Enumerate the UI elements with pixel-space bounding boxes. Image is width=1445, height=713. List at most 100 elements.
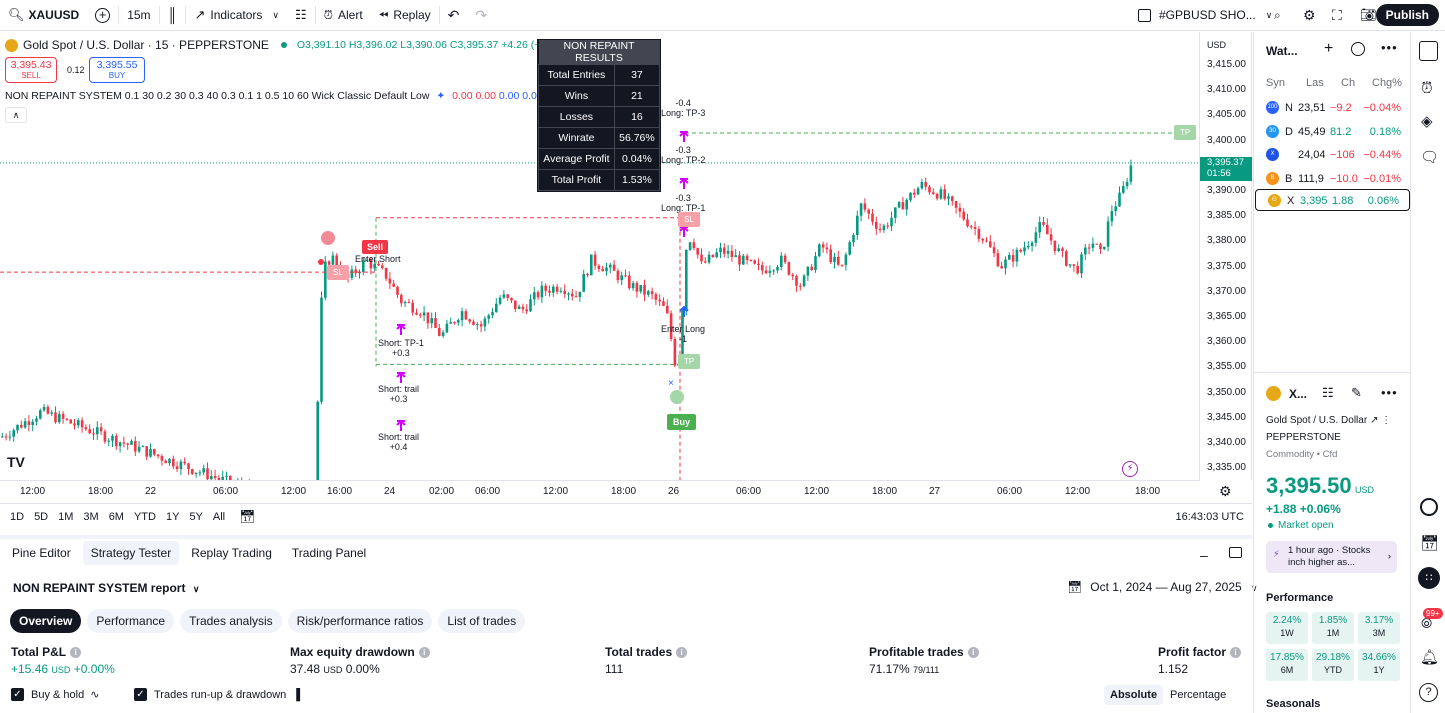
watchlist-row[interactable]: X 24,04 −106 −0.44% <box>1254 144 1411 166</box>
performance-cell[interactable]: 3.17% 3M <box>1358 612 1400 644</box>
tab-trading-panel[interactable]: Trading Panel <box>291 546 367 560</box>
checkbox-checked-icon[interactable]: ✓ <box>134 688 147 701</box>
apps-icon[interactable]: ∷ <box>1418 567 1440 589</box>
more-icon[interactable]: ••• <box>1381 385 1398 400</box>
watchlist-row[interactable]: G X 3,395 1.88 0.06% <box>1255 189 1410 211</box>
tab-performance[interactable]: Performance <box>87 609 175 633</box>
replay-button[interactable]: ⏪︎ Replay <box>371 0 439 31</box>
tab-trades-analysis[interactable]: Trades analysis <box>180 609 282 633</box>
snapshot-button[interactable]: 📷︎ <box>1352 0 1385 31</box>
undo-button[interactable]: ↶ <box>440 0 468 31</box>
chart-type-button[interactable]: ║ <box>160 0 186 31</box>
layers-icon[interactable]: ◈ <box>1421 113 1433 130</box>
more-icon[interactable]: ••• <box>1381 40 1398 55</box>
performance-cell[interactable]: 17.85% 6M <box>1266 649 1308 681</box>
minimize-panel-button[interactable]: – <box>1200 547 1208 563</box>
help-icon[interactable]: ? <box>1419 683 1438 702</box>
performance-cell[interactable]: 2.24% 1W <box>1266 612 1308 644</box>
layout-select[interactable]: #GPBUSD SHO... ∨ <box>1130 0 1280 31</box>
range-5d[interactable]: 5D <box>34 511 49 523</box>
runup-toggle[interactable]: ✓ Trades run-up & drawdown ▐ <box>134 688 300 701</box>
performance-cell[interactable]: 29.18% YTD <box>1312 649 1354 681</box>
tab-replay-trading[interactable]: Replay Trading <box>191 546 272 560</box>
range-1y[interactable]: 1Y <box>165 511 180 523</box>
indicators-button[interactable]: ↗ Indicators ∨ <box>186 0 287 31</box>
tab-list-of-trades[interactable]: List of trades <box>438 609 526 633</box>
candle-body <box>1106 221 1110 247</box>
broadcast-icon[interactable]: ⦾ <box>1421 615 1433 631</box>
news-card[interactable]: ⚡︎ 1 hour ago · Stocks inch higher as...… <box>1266 541 1397 573</box>
percentage-toggle[interactable]: Percentage <box>1170 689 1227 701</box>
lightning-icon[interactable]: ⚡︎ <box>1122 461 1138 477</box>
watchlist-layout-icon[interactable] <box>1351 42 1365 56</box>
interval-button[interactable]: 15m <box>127 8 151 22</box>
watchlist-icon[interactable] <box>1419 41 1438 61</box>
indicator-legend[interactable]: NON REPAINT SYSTEM 0.1 30 0.2 30 0.3 40 … <box>5 90 543 102</box>
checkbox-checked-icon[interactable]: ✓ <box>11 688 24 701</box>
info-icon[interactable]: i <box>418 647 430 659</box>
tab-overview[interactable]: Overview <box>10 609 82 633</box>
range-5y[interactable]: 5Y <box>189 511 203 523</box>
range-all[interactable]: All <box>212 511 226 523</box>
watch-change: −10.0 <box>1330 172 1358 185</box>
target-icon[interactable] <box>1420 498 1438 516</box>
info-icon[interactable]: i <box>967 647 979 659</box>
candle-body <box>457 320 460 323</box>
chat-icon[interactable]: 🗨︎ <box>1420 149 1440 166</box>
performance-cell[interactable]: 1.85% 1M <box>1312 612 1354 644</box>
chart-pane[interactable]: × Gold Spot / U.S. Dollar · 15 · PEPPERS… <box>0 32 1200 480</box>
publish-button[interactable]: Publish <box>1375 4 1439 26</box>
range-ytd[interactable]: YTD <box>133 511 156 523</box>
candle-body <box>137 446 141 452</box>
candle-body <box>734 255 737 258</box>
templates-button[interactable]: ☷ <box>287 0 315 31</box>
buy-hold-toggle[interactable]: ✓ Buy & hold ∿ <box>11 688 99 701</box>
grid-icon[interactable]: ☷ <box>1322 385 1334 400</box>
quick-search-button[interactable]: ⌕ <box>1266 0 1289 31</box>
watchlist-title[interactable]: Wat... <box>1266 44 1298 58</box>
info-icon[interactable]: i <box>70 647 82 659</box>
redo-button[interactable]: ↷ <box>467 0 495 31</box>
maximize-panel-button[interactable] <box>1229 547 1242 558</box>
col-last[interactable]: Las <box>1306 77 1324 89</box>
watchlist-row[interactable]: 100 N 23,51 −9.2 −0.04% <box>1254 97 1411 119</box>
buy-button[interactable]: 3,395.55 BUY <box>89 57 145 83</box>
time-axis[interactable]: 12:00 18:00 22 06:00 12:00 16:00 24 02:00 06:00 1… <box>0 480 1200 502</box>
axis-settings-button[interactable]: ⚙︎ <box>1219 483 1232 500</box>
performance-cell[interactable]: 34.66% 1Y <box>1358 649 1400 681</box>
date-range-selector[interactable]: 📅︎ Oct 1, 2024 — Aug 27, 2025 ∨ <box>1067 580 1258 594</box>
col-symbol[interactable]: Syn <box>1266 77 1285 89</box>
range-1d[interactable]: 1D <box>10 511 25 523</box>
alerts-icon[interactable]: ⏰︎ <box>1421 80 1433 97</box>
tab-strategy-tester[interactable]: Strategy Tester <box>82 541 180 565</box>
settings-button[interactable]: ⚙︎ <box>1295 0 1324 31</box>
price-axis[interactable]: USD 3,415.00 3,410.00 3,405.00 3,400.00 3,39… <box>1200 32 1252 480</box>
compare-button[interactable]: + <box>87 0 118 31</box>
add-symbol-button[interactable]: + <box>1324 40 1334 57</box>
calendar-range-icon[interactable]: 📅︎ <box>239 509 256 524</box>
utc-clock[interactable]: 16:43:03 UTC <box>1175 511 1244 523</box>
info-icon[interactable]: i <box>1230 647 1242 659</box>
alert-button[interactable]: ⏰︎ Alert <box>316 0 371 31</box>
tab-risk-ratios[interactable]: Risk/performance ratios <box>287 609 433 633</box>
bell-icon[interactable]: 🔔︎ <box>1420 649 1440 666</box>
calendar-icon[interactable]: 📅︎ <box>1420 535 1440 552</box>
col-change-pct[interactable]: Chg% <box>1372 77 1402 89</box>
edit-icon[interactable]: ✎ <box>1351 385 1362 400</box>
sell-button[interactable]: 3,395.43 SELL <box>5 57 57 83</box>
range-6m[interactable]: 6M <box>108 511 124 523</box>
fullscreen-button[interactable]: ⛶ <box>1324 0 1350 31</box>
info-icon[interactable]: i <box>676 647 688 659</box>
collapse-legend-button[interactable]: ∧ <box>5 107 27 123</box>
instrument-name[interactable]: Gold Spot / U.S. Dollar ↗ ⋮ <box>1266 415 1392 426</box>
range-1m[interactable]: 1M <box>58 511 74 523</box>
watchlist-row[interactable]: 30 D 45,49 81.2 0.18% <box>1254 121 1411 143</box>
col-change[interactable]: Ch <box>1341 77 1356 89</box>
range-3m[interactable]: 3M <box>83 511 99 523</box>
watchlist-row[interactable]: B B 111,9 −10.0 −0.01% <box>1254 168 1411 190</box>
tab-pine-editor[interactable]: Pine Editor <box>12 546 71 560</box>
absolute-toggle[interactable]: Absolute <box>1104 685 1164 705</box>
candle-body <box>381 265 384 268</box>
report-selector[interactable]: NON REPAINT SYSTEM report ∨ <box>13 581 199 595</box>
symbol-search[interactable]: 🔍︎ XAUUSD <box>0 0 87 31</box>
